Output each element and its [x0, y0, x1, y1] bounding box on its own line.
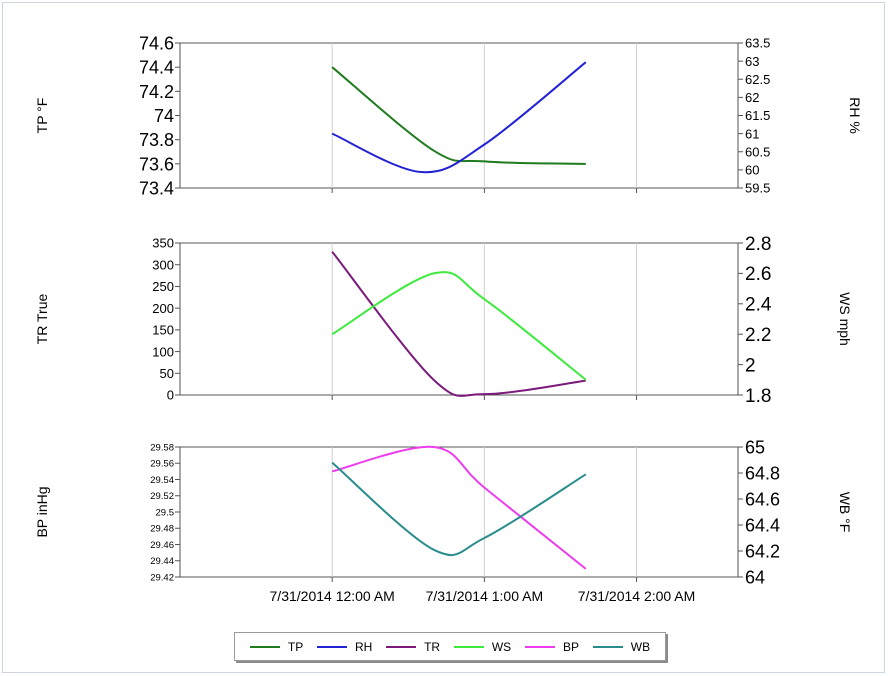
y-tick-label-right: 64.6: [745, 489, 780, 509]
y-axis-title-left: BP inHg: [34, 486, 50, 537]
y-tick-label-right: 61: [745, 126, 759, 141]
y-tick-label-left: 73.4: [139, 178, 174, 198]
y-tick-label-right: 59.5: [745, 181, 770, 196]
y-tick-label-left: 29.46: [150, 540, 174, 551]
legend-swatch: [524, 645, 555, 648]
series-line-tp: [331, 66, 586, 165]
legend-label: TP: [287, 639, 304, 654]
y-tick-label-left: 74.4: [139, 58, 174, 78]
legend-swatch: [453, 645, 484, 648]
x-tick-label: 7/31/2014 1:00 AM: [426, 588, 544, 604]
y-tick-label-left: 300: [152, 257, 174, 272]
y-tick-label-left: 29.42: [150, 572, 174, 583]
series-line-rh: [331, 61, 587, 174]
y-tick-label-right: 63: [745, 54, 759, 69]
y-axis-title-left: TR True: [34, 294, 50, 345]
plot-area: [179, 446, 739, 578]
y-axis-title-left: TP °F: [34, 98, 50, 134]
y-tick-label-left: 74: [154, 106, 174, 126]
legend-swatch: [386, 645, 417, 648]
series-line-tr: [331, 251, 586, 397]
y-axis-title-right: WS mph: [837, 292, 853, 346]
legend-item-wb: WB: [592, 639, 651, 654]
y-tick-label-right: 1.8: [745, 386, 771, 407]
y-tick-label-right: 60.5: [745, 144, 770, 159]
series-line-ws: [331, 271, 587, 381]
legend-label: WB: [630, 639, 651, 654]
y-tick-label-left: 250: [152, 279, 174, 294]
y-tick-label-left: 150: [152, 323, 174, 338]
y-tick-label-right: 65: [745, 437, 765, 457]
y-tick-label-right: 2.8: [745, 234, 771, 255]
y-tick-label-left: 29.52: [150, 491, 174, 502]
legend-swatch: [592, 645, 623, 648]
y-axis-title-right: WB °F: [837, 492, 853, 533]
y-tick-label-left: 200: [152, 301, 174, 316]
y-tick-label-left: 50: [160, 366, 174, 381]
y-tick-label-right: 62.5: [745, 72, 770, 87]
series-line-bp: [331, 445, 587, 570]
x-tick-label: 7/31/2014 2:00 AM: [578, 588, 696, 604]
legend-item-bp: BP: [524, 639, 579, 654]
y-tick-label-right: 2.4: [745, 295, 772, 316]
y-tick-label-right: 64.4: [745, 515, 780, 535]
y-tick-label-left: 29.5: [156, 507, 175, 518]
y-tick-label-left: 29.48: [150, 524, 174, 535]
y-tick-label-left: 29.54: [150, 475, 174, 486]
y-tick-label-left: 0: [167, 388, 174, 403]
y-tick-label-left: 74.2: [139, 82, 174, 102]
y-tick-label-right: 61.5: [745, 108, 770, 123]
y-tick-label-right: 2: [745, 355, 756, 376]
legend-label: BP: [562, 639, 579, 654]
y-tick-label-right: 2.6: [745, 264, 771, 285]
plot-area: [179, 42, 739, 189]
y-tick-label-left: 29.44: [150, 556, 174, 567]
y-tick-label-right: 64.8: [745, 463, 780, 483]
series-line-wb: [331, 461, 587, 557]
legend: TP RH TR WS BP WB: [234, 632, 666, 661]
legend-label: WS: [491, 639, 512, 654]
y-tick-label-right: 62: [745, 90, 759, 105]
plot-area: [179, 242, 739, 396]
y-tick-label-left: 100: [152, 344, 174, 359]
legend-swatch: [316, 645, 347, 648]
y-tick-label-left: 73.6: [139, 154, 174, 174]
y-tick-label-left: 350: [152, 236, 174, 251]
legend-swatch: [249, 645, 280, 648]
y-axis-title-right: RH %: [847, 97, 863, 134]
legend-item-tr: TR: [386, 640, 440, 654]
y-tick-label-left: 74.6: [139, 33, 174, 53]
legend-item-rh: RH: [316, 639, 373, 654]
y-tick-label-right: 60: [745, 163, 759, 178]
y-tick-label-right: 64.2: [745, 541, 780, 561]
y-tick-label-right: 2.2: [745, 325, 771, 346]
y-tick-label-left: 73.8: [139, 130, 174, 150]
y-tick-label-left: 29.58: [150, 442, 174, 453]
y-tick-label-right: 63.5: [745, 36, 770, 51]
y-tick-label-left: 29.56: [150, 459, 174, 470]
legend-item-ws: WS: [453, 639, 512, 654]
legend-label: RH: [354, 639, 373, 654]
legend-label: TR: [424, 639, 441, 654]
x-tick-label: 7/31/2014 12:00 AM: [270, 588, 395, 604]
y-tick-label-right: 64: [745, 567, 765, 587]
legend-item-tp: TP: [249, 639, 304, 654]
